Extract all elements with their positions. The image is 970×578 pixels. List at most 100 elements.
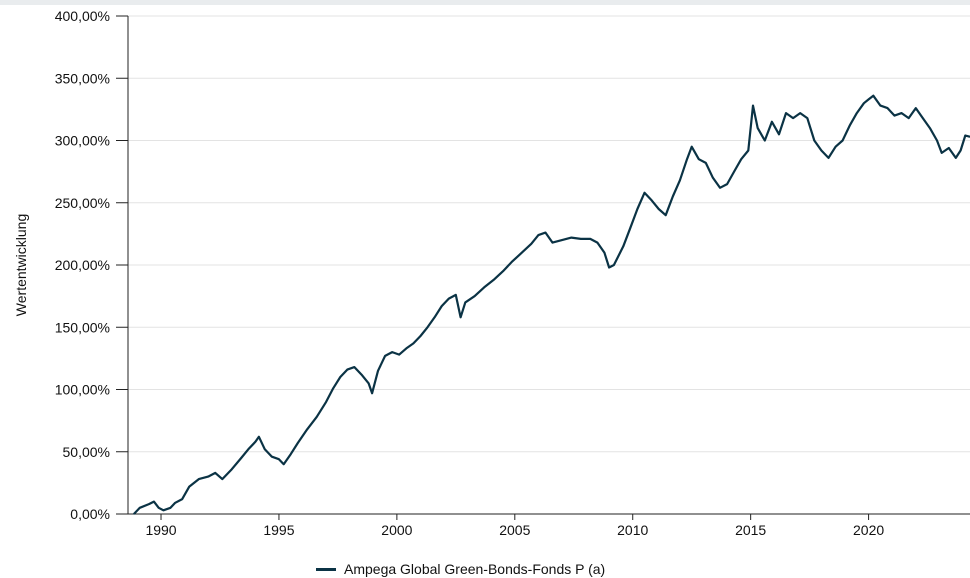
x-tick-label: 2015 [735, 522, 766, 538]
data-point [521, 252, 522, 253]
data-point [552, 242, 553, 243]
data-point [800, 113, 801, 114]
data-point [316, 416, 317, 417]
data-point [771, 121, 772, 122]
data-point [139, 507, 140, 508]
data-point [936, 140, 937, 141]
data-point [835, 146, 836, 147]
data-point [512, 261, 513, 262]
data-point [561, 240, 562, 241]
y-tick-label: 300,00% [55, 133, 110, 149]
data-point [326, 401, 327, 402]
data-point [182, 499, 183, 500]
data-point [613, 264, 614, 265]
data-point [448, 298, 449, 299]
data-point [158, 507, 159, 508]
legend-swatch [316, 568, 336, 571]
y-axis-title: Wertentwicklung [13, 214, 29, 316]
data-point [175, 502, 176, 503]
data-point [368, 383, 369, 384]
data-point [727, 184, 728, 185]
data-point [354, 367, 355, 368]
data-point [948, 147, 949, 148]
data-point [290, 454, 291, 455]
data-point [955, 157, 956, 158]
data-point [545, 232, 546, 233]
data-point [283, 464, 284, 465]
data-point [719, 187, 720, 188]
x-tick-label: 1995 [263, 522, 294, 538]
data-point [901, 113, 902, 114]
data-point [222, 479, 223, 480]
data-point [372, 393, 373, 394]
data-point [385, 355, 386, 356]
data-point [630, 227, 631, 228]
data-point [757, 128, 758, 129]
data-point [434, 317, 435, 318]
data-point [686, 159, 687, 160]
data-point [807, 118, 808, 119]
data-point [460, 317, 461, 318]
data-point [712, 177, 713, 178]
data-point [863, 103, 864, 104]
data-point [609, 267, 610, 268]
data-point [264, 449, 265, 450]
x-axis-ticks: 1990 1995 2000 2005 2010 2015 2020 [145, 514, 884, 538]
data-point [215, 472, 216, 473]
data-point [764, 140, 765, 141]
y-tick-label: 250,00% [55, 195, 110, 211]
data-point [665, 215, 666, 216]
data-point [873, 95, 874, 96]
y-tick-label: 350,00% [55, 70, 110, 86]
data-point [149, 503, 150, 504]
data-point [748, 150, 749, 151]
data-point [941, 152, 942, 153]
data-point [580, 238, 581, 239]
data-point [856, 113, 857, 114]
data-point [392, 352, 393, 353]
data-point [915, 108, 916, 109]
data-point [278, 459, 279, 460]
y-tick-label: 0,00% [70, 506, 110, 522]
data-point [571, 237, 572, 238]
data-point [493, 279, 494, 280]
data-point [170, 507, 171, 508]
data-point [455, 294, 456, 295]
data-point [644, 192, 645, 193]
data-point [427, 327, 428, 328]
legend: Ampega Global Green-Bonds-Fonds P (a) [316, 561, 605, 577]
x-tick-label: 1990 [145, 522, 176, 538]
data-point [465, 302, 466, 303]
data-point [255, 441, 256, 442]
data-point [538, 235, 539, 236]
data-point [894, 115, 895, 116]
data-point [198, 479, 199, 480]
data-point [960, 150, 961, 151]
data-point [133, 513, 134, 514]
data-point [734, 171, 735, 172]
data-point [531, 243, 532, 244]
y-tick-label: 400,00% [55, 8, 110, 24]
data-point [377, 370, 378, 371]
x-tick-label: 2000 [381, 522, 412, 538]
data-point [908, 118, 909, 119]
data-point [691, 146, 692, 147]
data-point [672, 196, 673, 197]
data-point [333, 388, 334, 389]
data-point [163, 510, 164, 511]
data-point [651, 200, 652, 201]
data-point [502, 271, 503, 272]
data-point [658, 208, 659, 209]
data-point [474, 296, 475, 297]
data-point [679, 180, 680, 181]
data-point [208, 476, 209, 477]
data-point [590, 238, 591, 239]
data-point [420, 335, 421, 336]
y-tick-label: 50,00% [63, 444, 110, 460]
data-point [604, 252, 605, 253]
data-point [880, 105, 881, 106]
gridlines [128, 16, 970, 452]
data-point [793, 118, 794, 119]
data-point [347, 369, 348, 370]
